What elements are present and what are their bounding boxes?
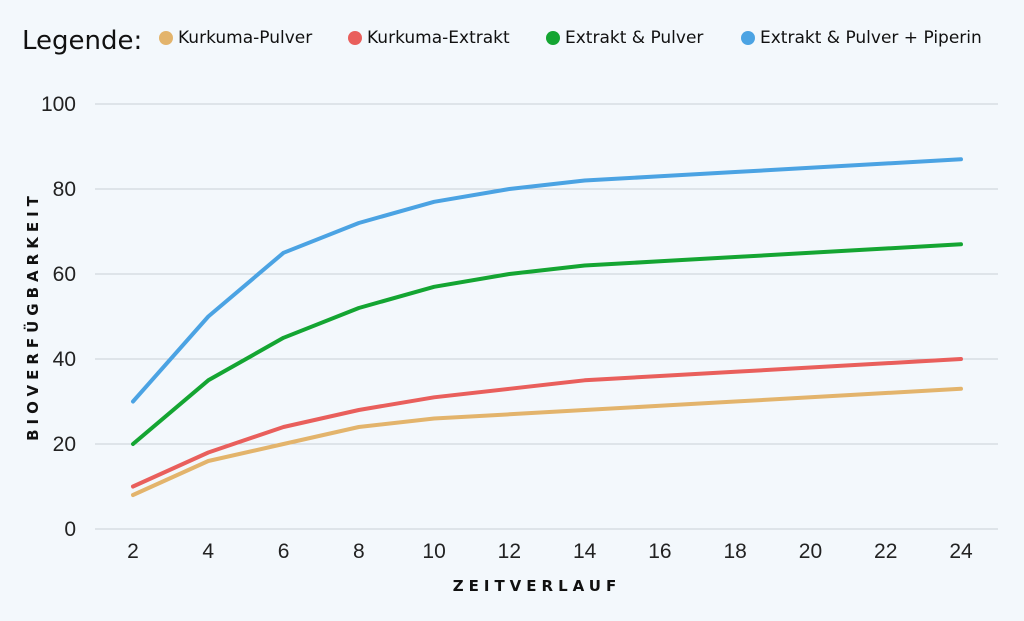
x-tick-label: 8: [353, 540, 365, 563]
legend-label-3: Extrakt & Pulver: [565, 28, 703, 48]
legend-marker-3: [546, 31, 560, 45]
legend-title: Legende:: [22, 26, 142, 56]
x-tick-label: 12: [498, 540, 521, 563]
y-tick-label: 0: [64, 518, 76, 541]
x-tick-label: 24: [949, 540, 973, 563]
x-tick-label: 6: [278, 540, 290, 563]
x-tick-label: 16: [648, 540, 671, 563]
y-axis-ticks: 0 20 40 60 80 100: [41, 93, 76, 541]
legend-marker-1: [159, 31, 173, 45]
x-tick-label: 22: [874, 540, 897, 563]
grid: [95, 103, 998, 530]
x-axis-ticks: 2 4 6 8 10 12 14 16 18 20 22 24: [127, 540, 973, 563]
legend-marker-4: [741, 31, 755, 45]
y-tick-label: 40: [53, 348, 76, 371]
x-tick-label: 2: [127, 540, 139, 563]
series-lines: [131, 157, 963, 497]
series-line-1: [131, 386, 963, 497]
series-line-4: [131, 157, 963, 404]
x-tick-label: 14: [573, 540, 597, 563]
x-tick-label: 4: [202, 540, 214, 563]
legend-label-2: Kurkuma-Extrakt: [367, 28, 510, 48]
y-tick-label: 100: [41, 93, 76, 116]
y-axis-title: BIOVERFÜGBARKEIT: [23, 191, 42, 441]
y-tick-label: 20: [53, 433, 76, 456]
series-line-3: [131, 242, 963, 446]
legend-marker-2: [348, 31, 362, 45]
legend: Legende: Kurkuma-Pulver Kurkuma-Extrakt Ex…: [22, 26, 982, 56]
legend-label-4: Extrakt & Pulver + Piperin: [760, 28, 982, 48]
x-axis-title: ZEITVERLAUF: [453, 577, 621, 595]
x-tick-label: 20: [799, 540, 822, 563]
y-tick-label: 80: [53, 178, 76, 201]
y-tick-label: 60: [53, 263, 76, 286]
legend-label-1: Kurkuma-Pulver: [178, 28, 312, 48]
series-line-2: [131, 357, 963, 489]
x-tick-label: 10: [422, 540, 445, 563]
x-tick-label: 18: [724, 540, 747, 563]
